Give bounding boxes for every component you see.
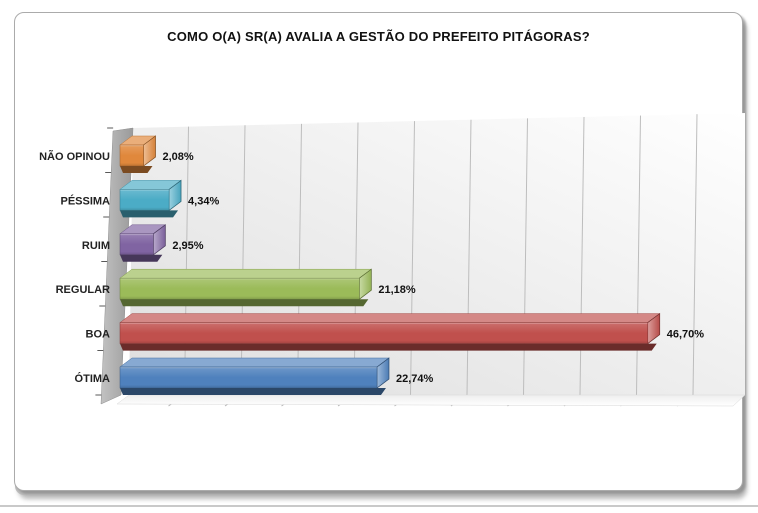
category-label: ÓTIMA <box>75 372 110 385</box>
bar-bottom-bevel <box>120 299 369 307</box>
category-label: NÃO OPINOU <box>39 150 110 163</box>
category-axis-ticks <box>95 127 114 396</box>
category-label: BOA <box>86 329 111 341</box>
bar-boa[interactable] <box>119 312 661 351</box>
bar-ruim[interactable] <box>119 224 167 262</box>
bar-bottom-bevel <box>120 388 386 395</box>
gridline <box>692 114 698 396</box>
bar-front-face <box>119 233 154 256</box>
category-label: RUIM <box>82 240 110 252</box>
bar-bottom-bevel <box>120 254 163 262</box>
bar-regular[interactable] <box>119 268 373 307</box>
plot-back-wall <box>129 113 745 395</box>
bar-bottom-bevel <box>120 343 657 351</box>
category-label: PÉSSIMA <box>60 194 110 207</box>
bar-top-face <box>119 313 661 323</box>
value-label: 46,70% <box>667 329 705 341</box>
bar-front-face <box>119 144 144 167</box>
bar-front-face <box>119 189 170 211</box>
chart-title: COMO O(A) SR(A) AVALIA A GESTÃO DO PREFE… <box>167 29 590 44</box>
page-bottom-divider <box>0 505 758 507</box>
value-label: 21,18% <box>378 284 416 296</box>
bar-otima[interactable] <box>119 357 390 395</box>
bar-bottom-bevel <box>120 166 153 173</box>
value-label: 4,34% <box>188 195 219 207</box>
value-label: 22,74% <box>396 373 434 385</box>
bar-bottom-bevel <box>120 210 179 218</box>
bar-front-face <box>119 277 360 300</box>
bar-pessima[interactable] <box>119 179 182 218</box>
bar-top-face <box>119 268 373 279</box>
value-label: 2,95% <box>172 240 203 252</box>
value-label: 2,08% <box>163 151 194 163</box>
bar-nao-opinou[interactable] <box>119 135 157 173</box>
plot-floor <box>116 394 746 407</box>
bar-front-face <box>119 366 378 389</box>
category-label: REGULAR <box>56 284 110 296</box>
bar-front-face <box>119 322 648 344</box>
bar-top-face <box>119 357 390 368</box>
